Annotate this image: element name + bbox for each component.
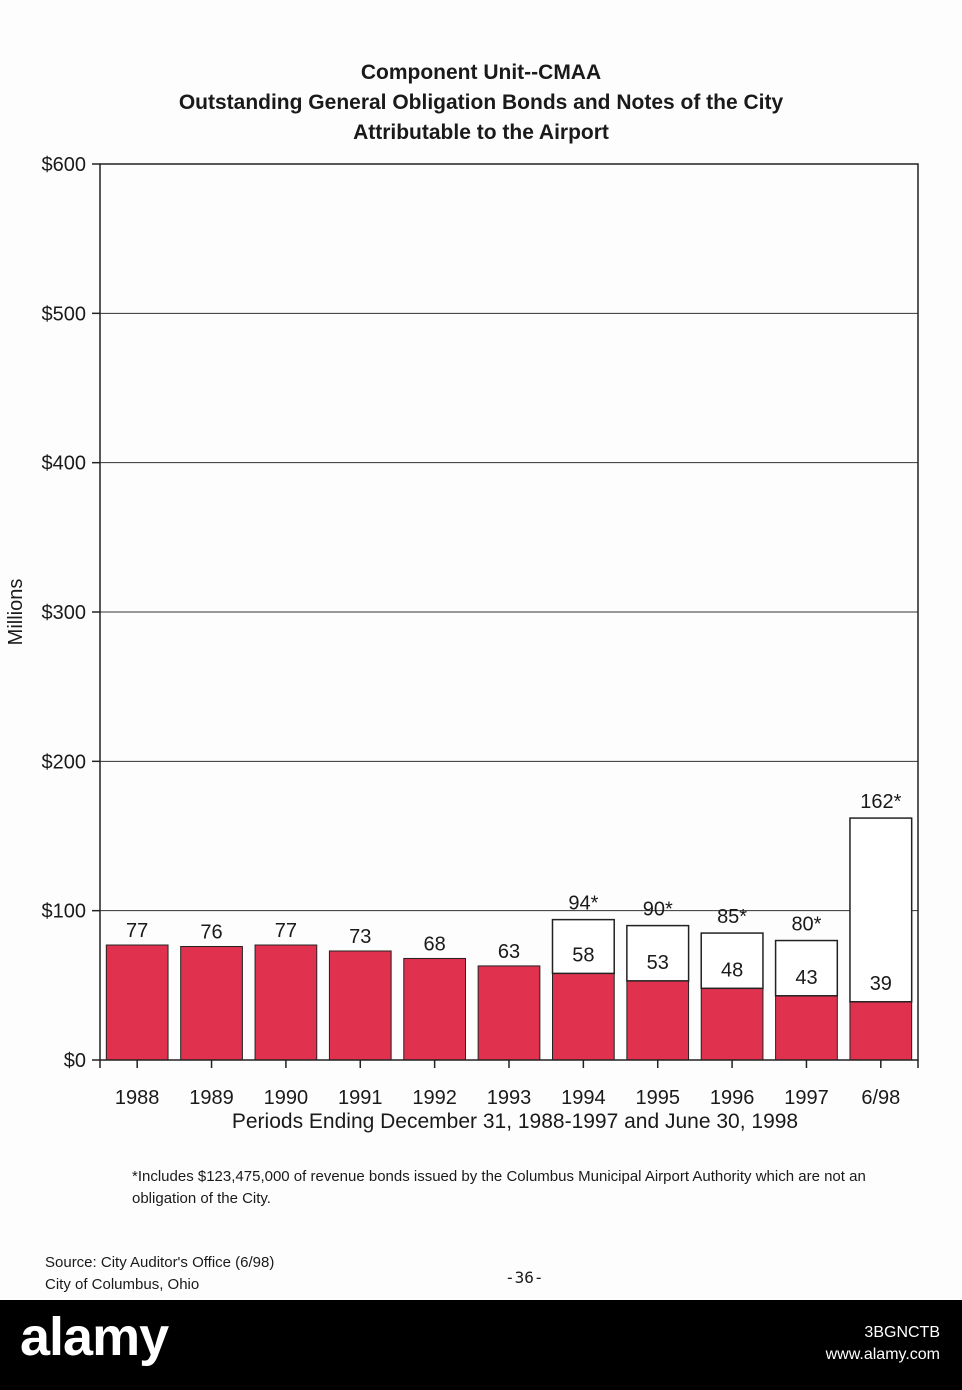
x-tick-label: 1992 [412,1087,457,1109]
bar-value-label: 58 [572,944,594,966]
x-tick-label: 1989 [189,1087,234,1109]
x-tick-label: 1991 [338,1087,383,1109]
y-tick-label: $100 [42,901,87,923]
y-tick-label: $0 [64,1050,86,1072]
bar-total-label: 94* [568,893,598,915]
x-axis-label: Periods Ending December 31, 1988-1997 an… [232,1110,798,1133]
footnote: *Includes $123,475,000 of revenue bonds … [132,1168,866,1207]
source-note: Source: City Auditor's Office (6/98) Cit… [45,1252,274,1296]
bar-value-label: 68 [424,933,446,955]
bar-total-label: 162* [860,791,901,813]
chart-title-line-1: Component Unit--CMAA [360,61,602,84]
source-line: Source: City Auditor's Office (6/98) [45,1254,275,1271]
bar-bottom [328,950,392,1061]
bar-top [551,918,615,975]
watermark-site: www.alamy.com [825,1346,940,1363]
bar-bottom [254,944,318,1061]
bar-bottom [775,995,838,1061]
bar-value-label: 39 [870,973,892,995]
y-tick-label: $300 [42,602,87,624]
watermark-logo: alamy [20,1307,169,1367]
bar-value-label: 63 [498,941,520,963]
bar-top [849,817,913,1003]
bar-value-label: 77 [275,920,297,942]
bar-value-label: 53 [647,952,669,974]
bar-total-label: 90* [643,899,673,921]
x-tick-label: 1996 [710,1087,755,1109]
bar-value-label: 76 [200,922,222,944]
source-city: City of Columbus, Ohio [45,1276,200,1293]
bar-value-label: 73 [349,926,371,948]
axis-ticks [92,163,919,1068]
y-tick-label: $600 [42,154,87,176]
bar-bottom [477,965,541,1061]
watermark-banner [0,1300,962,1390]
bar-bottom [626,980,690,1061]
page-number: -36- [505,1268,544,1287]
chart-title-line-2: Outstanding General Obligation Bonds and… [178,91,784,114]
bar-value-label: 77 [126,920,148,942]
y-tick-label: $200 [42,751,87,773]
gridlines [100,312,918,912]
bar-total-label: 85* [717,906,747,928]
bar-bottom [180,946,243,1061]
watermark-info: 3BGNCTB www.alamy.com [826,1322,940,1366]
bar-top [626,924,690,982]
bar-value-label: 43 [795,967,817,989]
chart-labels: $0 $100 $200 $300 $400 $500 $600 77 1988 76 1989 77… [42,154,902,1109]
bar-chart: $0 $100 $200 $300 $400 $500 $600 77 1988 76 1989 77… [5,154,919,1133]
bars [105,817,913,1061]
x-tick-label: 1997 [784,1087,829,1109]
y-tick-label: $500 [42,303,87,325]
bar-bottom [700,987,764,1061]
bar-top [700,932,764,990]
x-tick-label: 6/98 [861,1087,900,1109]
y-tick-label: $400 [42,453,87,475]
bar-bottom [105,944,169,1061]
x-tick-label: 1988 [115,1087,160,1109]
x-tick-label: 1995 [635,1087,680,1109]
x-tick-label: 1994 [561,1087,606,1109]
x-tick-label: 1993 [487,1087,532,1109]
y-axis-label: Millions [5,579,27,646]
chart-title: Component Unit--CMAA Outstanding General… [0,58,962,148]
bar-bottom [403,957,466,1061]
bar-bottom [552,972,615,1061]
bar-total-label: 80* [791,914,821,936]
bar-bottom [849,1001,913,1061]
bar-top [774,939,839,997]
x-tick-label: 1990 [264,1087,309,1109]
chart-title-line-3: Attributable to the Airport [353,121,609,144]
bar-value-label: 48 [721,959,743,981]
watermark-image-id: 3BGNCTB [864,1324,940,1341]
